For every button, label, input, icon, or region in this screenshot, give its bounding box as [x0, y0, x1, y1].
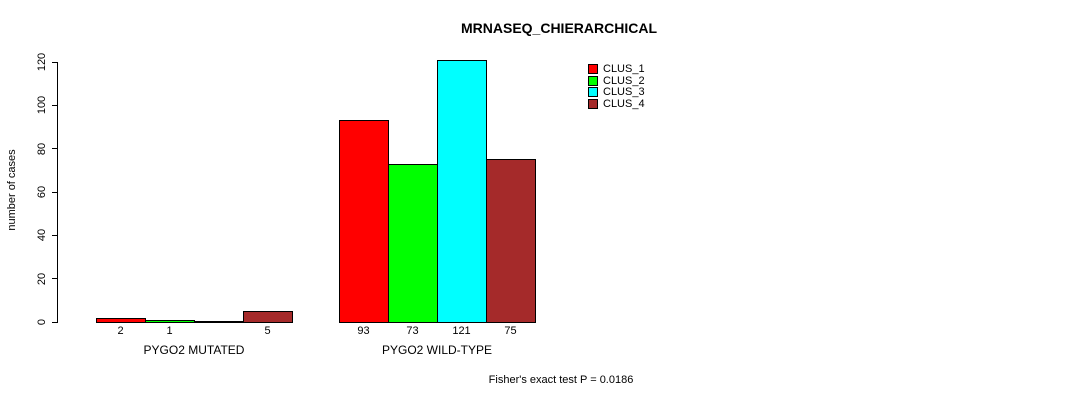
legend-swatch-clus-2: [588, 75, 598, 86]
bar-value-label: 1: [166, 325, 173, 337]
bar-clus-1-pygo2-wild-type: [339, 120, 389, 323]
legend-label-clus-4: CLUS_4: [603, 98, 645, 111]
legend-label-clus-3: CLUS_3: [603, 86, 645, 99]
y-axis-tick: [52, 278, 58, 280]
bar-clus-1-pygo2-mutated: [96, 318, 146, 323]
bar-value-label: 73: [406, 325, 419, 337]
bar-clus-2-pygo2-wild-type: [388, 164, 438, 323]
bar-clus-4-pygo2-wild-type: [486, 159, 536, 323]
bar-value-label: 121: [452, 325, 471, 337]
category-label-pygo2-wild-type: PYGO2 WILD-TYPE: [381, 343, 493, 357]
legend-label-clus-2: CLUS_2: [603, 74, 645, 87]
y-axis-tick: [52, 148, 58, 150]
y-tick-label: 60: [36, 185, 48, 199]
bar-clus-4-pygo2-mutated: [243, 311, 293, 323]
y-tick-label: 120: [36, 52, 48, 72]
bar-value-label: 75: [504, 325, 517, 337]
y-axis-tick: [52, 104, 58, 106]
legend-item-clus-3: CLUS_3: [588, 86, 645, 99]
legend-swatch-clus-3: [588, 87, 598, 98]
y-axis-tick: [52, 321, 58, 323]
legend-swatch-clus-4: [588, 99, 598, 110]
bar-value-label: 2: [117, 325, 124, 337]
y-tick-label: 40: [36, 229, 48, 242]
bar-clus-2-pygo2-mutated: [145, 320, 195, 323]
y-axis-tick: [52, 61, 58, 63]
y-axis-tick: [52, 234, 58, 236]
bar-value-label: 93: [357, 325, 370, 337]
legend-item-clus-1: CLUS_1: [588, 63, 645, 75]
bar-clus-3-pygo2-mutated: [194, 321, 244, 323]
y-axis-title: number of cases: [6, 149, 18, 231]
bar-value-label: 5: [264, 325, 271, 337]
y-tick-label: 20: [36, 272, 48, 285]
legend-item-clus-4: CLUS_4: [588, 98, 645, 111]
legend-item-clus-2: CLUS_2: [588, 74, 645, 87]
chart-title: MRNASEQ_CHIERARCHICAL: [460, 20, 658, 36]
y-tick-label: 0: [36, 318, 48, 326]
category-label-pygo2-mutated: PYGO2 MUTATED: [143, 343, 245, 357]
legend-swatch-clus-1: [588, 64, 598, 74]
legend-label-clus-1: CLUS_1: [603, 63, 645, 75]
statistical-annotation: Fisher's exact test P = 0.0186: [488, 374, 634, 386]
bar-clus-3-pygo2-wild-type: [437, 60, 487, 323]
y-tick-label: 80: [36, 142, 48, 155]
y-axis-tick: [52, 191, 58, 193]
y-tick-label: 100: [36, 96, 48, 115]
